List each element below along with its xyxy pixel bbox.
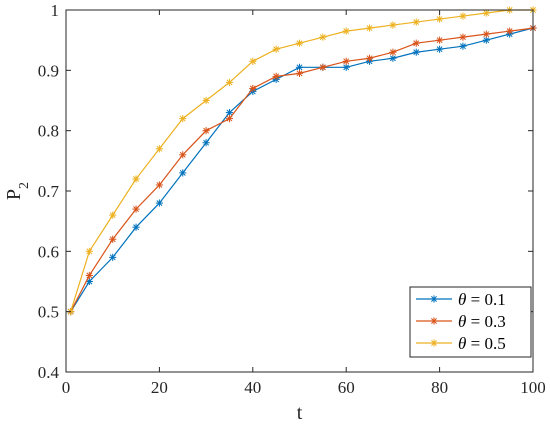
legend-label: θ = 0.3: [458, 312, 506, 331]
data-point: [342, 57, 350, 65]
series: [67, 24, 537, 316]
legend-label-value: = 0.3: [466, 312, 505, 331]
data-point: [412, 39, 420, 47]
legend: θ = 0.1θ = 0.3θ = 0.5: [409, 286, 532, 358]
series-line: [70, 9, 533, 312]
data-point: [249, 84, 257, 93]
y-tick-label: 0.7: [38, 182, 60, 201]
data-point: [342, 27, 350, 35]
data-point: [459, 42, 467, 50]
data-point: [132, 205, 140, 213]
data-point: [179, 115, 187, 123]
data-point: [482, 30, 490, 38]
y-axis-title-subscript: 2: [17, 182, 32, 189]
axis-ticks: 0 20 40 60 80 100 0.4 0.5 0.6 0.7 0.8 0.9 1: [38, 1, 546, 397]
legend-label-symbol: θ: [458, 290, 466, 309]
x-tick-label: 20: [151, 378, 168, 397]
data-point: [85, 247, 93, 255]
x-tick-label: 100: [520, 378, 546, 397]
data-point: [132, 175, 140, 183]
legend-entry: θ = 0.3: [416, 312, 506, 331]
data-point: [459, 33, 467, 41]
y-tick-label: 0.5: [38, 303, 59, 322]
legend-label-value: = 0.1: [466, 290, 505, 309]
data-point: [430, 339, 438, 347]
data-point: [109, 235, 117, 243]
x-tick-label: 40: [244, 378, 261, 397]
data-point: [132, 223, 140, 231]
data-point: [412, 18, 420, 26]
data-point: [109, 211, 117, 219]
plot-series: [67, 6, 537, 316]
data-point: [295, 69, 304, 77]
data-point: [482, 36, 490, 44]
legend-label-symbol: θ: [458, 334, 466, 353]
data-point: [202, 96, 210, 105]
y-tick-label: 0.8: [38, 122, 59, 141]
data-point: [412, 48, 420, 56]
data-point: [295, 39, 304, 47]
data-point: [319, 33, 327, 41]
data-point: [389, 54, 397, 62]
data-point: [179, 169, 187, 177]
data-point: [85, 277, 93, 286]
legend-entry: θ = 0.5: [416, 334, 506, 353]
legend-label: θ = 0.5: [458, 334, 506, 353]
data-point: [436, 15, 444, 23]
data-point: [436, 45, 444, 53]
data-point: [459, 12, 467, 20]
data-point: [389, 21, 397, 29]
legend-label-symbol: θ: [458, 312, 466, 331]
data-point: [365, 24, 374, 32]
data-point: [436, 36, 444, 44]
data-point: [365, 54, 374, 62]
x-tick-label: 80: [431, 378, 448, 397]
y-axis-title: P2: [3, 182, 32, 200]
data-point: [249, 57, 257, 65]
data-point: [430, 295, 438, 303]
x-axis-title: t: [297, 402, 303, 424]
data-point: [319, 63, 327, 71]
data-point: [202, 139, 210, 147]
y-tick-label: 1: [51, 1, 60, 20]
series: [67, 6, 537, 316]
x-tick-label: 0: [62, 378, 71, 397]
legend-label-value: = 0.5: [466, 334, 505, 353]
legend-box: [409, 286, 532, 358]
legend-label: θ = 0.1: [458, 290, 506, 309]
y-axis-title-main: P: [3, 189, 25, 200]
data-point: [482, 9, 490, 17]
legend-entry: θ = 0.1: [416, 290, 506, 309]
data-point: [155, 145, 163, 153]
data-point: [272, 45, 280, 53]
series: [67, 24, 537, 316]
data-point: [430, 317, 438, 325]
data-point: [389, 48, 397, 56]
data-point: [155, 181, 163, 189]
data-point: [506, 27, 514, 35]
data-point: [295, 63, 304, 71]
data-point: [179, 151, 187, 159]
data-point: [202, 127, 210, 135]
data-point: [342, 63, 350, 71]
data-point: [155, 199, 163, 207]
y-tick-label: 0.6: [38, 242, 59, 261]
data-point: [272, 72, 280, 80]
data-point: [85, 271, 93, 280]
x-tick-label: 60: [338, 378, 355, 397]
data-point: [225, 78, 234, 86]
data-point: [109, 253, 117, 261]
y-tick-label: 0.4: [38, 363, 60, 382]
data-point: [225, 115, 234, 123]
y-tick-label: 0.9: [38, 61, 59, 80]
data-point: [225, 108, 234, 117]
